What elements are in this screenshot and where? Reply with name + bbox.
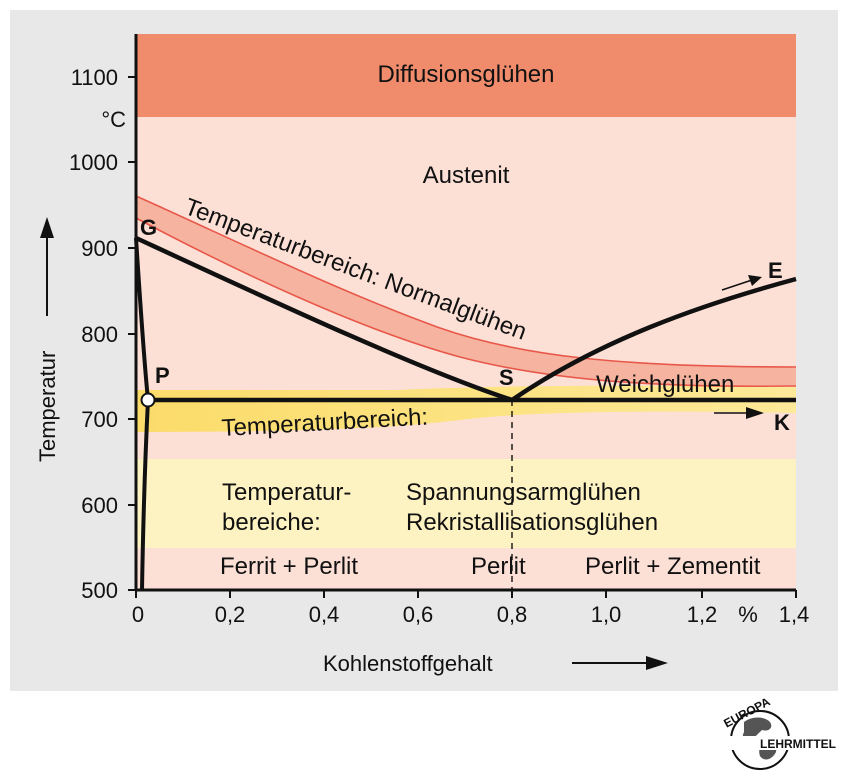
logo-text-lehrmittel: LEHRMITTEL xyxy=(760,737,836,751)
x-unit: % xyxy=(738,602,758,627)
y-tick-label: 600 xyxy=(81,493,118,518)
y-tick-label: 900 xyxy=(81,236,118,261)
x-ticks xyxy=(135,590,797,598)
diffusion-annealing-band xyxy=(136,34,796,117)
ferrite-pearlite-label: Ferrit + Perlit xyxy=(220,553,358,580)
y-tick-labels: 500 600 700 800 900 1000 1100 xyxy=(69,65,118,603)
x-tick-label: 1,2 xyxy=(687,602,718,627)
y-axis-title: Temperatur xyxy=(35,351,60,462)
diffusion-label: Diffusionsglühen xyxy=(377,61,554,88)
point-k-label: K xyxy=(774,410,790,435)
austenite-label: Austenit xyxy=(423,162,510,189)
x-tick-label: 1,4 xyxy=(779,602,810,627)
ferrite-solvus-line xyxy=(140,399,150,591)
y-ticks xyxy=(128,76,136,591)
arrow-e-shaft xyxy=(721,279,753,291)
y-tick-label: 800 xyxy=(81,322,118,347)
ranges-label-line2: bereiche: xyxy=(222,509,321,536)
logo-text-backdrop xyxy=(726,736,838,750)
x-tick-label: 0,6 xyxy=(403,602,434,627)
stress-relief-label: Spannungsarmglühen xyxy=(406,479,641,506)
arrow-e-head xyxy=(748,275,762,286)
normalizing-band-lower-edge xyxy=(135,217,797,388)
normalizing-band-upper-edge xyxy=(135,195,797,368)
x-axis-title: Kohlenstoffgehalt xyxy=(323,651,493,676)
normalizing-band xyxy=(136,196,796,387)
ranges-label-line1: Temperatur- xyxy=(222,479,351,506)
soft-annealing-band xyxy=(136,385,796,432)
soft-annealing-label: Weichglühen xyxy=(596,371,734,398)
x-tick-label: 1,0 xyxy=(591,602,622,627)
x-tick-label: 0,8 xyxy=(497,602,528,627)
pearlite-cementite-label: Perlit + Zementit xyxy=(585,553,761,580)
x-tick-label: 0 xyxy=(132,602,144,627)
point-p-label: P xyxy=(155,363,170,388)
x-tick-labels: 0 0,2 0,4 0,6 0,8 1,0 1,2 1,4 xyxy=(132,602,809,627)
y-tick-label: 1000 xyxy=(69,150,118,175)
europa-lehrmittel-logo: EUROPA LEHRMITTEL xyxy=(721,694,838,770)
point-s-label: S xyxy=(499,365,514,390)
x-tick-label: 0,4 xyxy=(309,602,340,627)
gs-line xyxy=(135,235,513,403)
y-tick-label: 1100 xyxy=(71,65,118,90)
y-unit: °C xyxy=(101,107,126,132)
se-line xyxy=(510,276,797,402)
point-g-label: G xyxy=(140,215,157,240)
pearlite-label: Perlit xyxy=(471,553,526,580)
y-tick-label: 700 xyxy=(81,407,118,432)
x-axis-arrow-head xyxy=(646,656,668,670)
point-e-label: E xyxy=(768,258,783,283)
arrow-k-head xyxy=(746,407,764,419)
x-tick-label: 0,2 xyxy=(215,602,246,627)
stress-relief-band xyxy=(136,459,796,548)
point-p-marker xyxy=(140,392,156,408)
y-tick-label: 500 xyxy=(81,578,118,603)
y-axis-arrow-head xyxy=(40,217,54,238)
recrystallization-label: Rekristallisationsglühen xyxy=(406,509,658,536)
